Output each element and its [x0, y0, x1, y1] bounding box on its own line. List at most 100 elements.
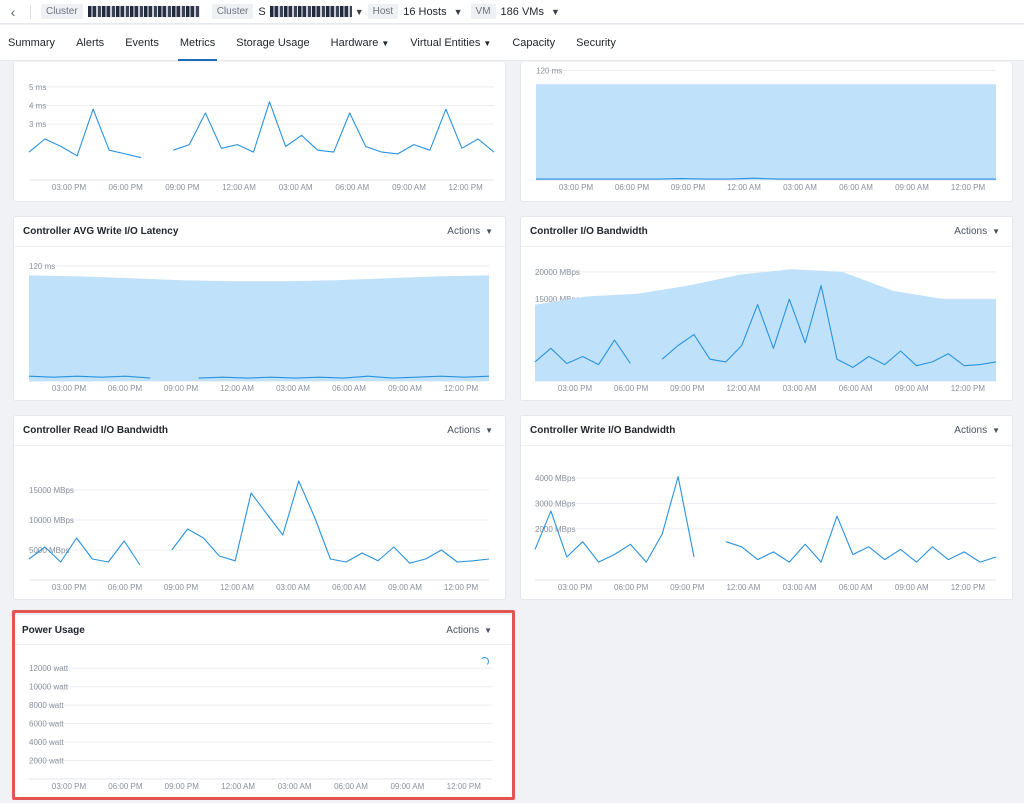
- cluster-label: Cluster: [41, 4, 83, 19]
- tab-metrics[interactable]: Metrics: [177, 25, 218, 61]
- x-tick-label: 03:00 PM: [559, 183, 594, 192]
- back-chevron-icon[interactable]: ‹: [10, 3, 16, 20]
- x-tick-label: 09:00 AM: [388, 583, 422, 592]
- x-tick-label: 06:00 AM: [334, 782, 368, 791]
- y-tick-label: 5 ms: [29, 83, 46, 92]
- x-tick-label: 03:00 PM: [52, 384, 87, 393]
- y-tick-label: 6000 watt: [29, 720, 64, 729]
- tab-summary[interactable]: Summary: [8, 25, 55, 61]
- chevron-down-icon: ▼: [550, 6, 560, 17]
- x-tick-label: 12:00 PM: [951, 384, 986, 393]
- cluster-selector-1[interactable]: Cluster: [41, 4, 200, 19]
- actions-dropdown[interactable]: Actions ▼: [447, 226, 493, 237]
- y-tick-label: 12000 watt: [29, 664, 69, 673]
- y-tick-label: 4 ms: [29, 102, 46, 111]
- x-tick-label: 03:00 PM: [558, 583, 593, 592]
- chevron-down-icon: ▼: [485, 227, 493, 236]
- tab-bar: Summary Alerts Events Metrics Storage Us…: [0, 25, 1024, 61]
- x-tick-label: 12:00 AM: [221, 782, 255, 791]
- actions-label: Actions: [954, 425, 988, 436]
- x-tick-label: 03:00 AM: [278, 782, 312, 791]
- x-tick-label: 12:00 AM: [220, 583, 254, 592]
- host-label: Host: [367, 4, 399, 19]
- y-tick-label: 8000 watt: [29, 701, 64, 710]
- actions-dropdown[interactable]: Actions ▼: [447, 425, 493, 436]
- x-tick-label: 03:00 AM: [783, 583, 817, 592]
- card-title: Controller Read I/O Bandwidth: [23, 425, 169, 436]
- x-tick-label: 06:00 AM: [335, 183, 369, 192]
- x-tick-label: 03:00 PM: [52, 583, 87, 592]
- x-tick-label: 12:00 AM: [727, 183, 761, 192]
- tab-virtual-entities[interactable]: Virtual Entities ▼: [410, 25, 491, 61]
- chevron-down-icon: ▼: [485, 426, 493, 435]
- x-tick-label: 06:00 PM: [109, 183, 144, 192]
- vm-selector[interactable]: VM 186 VMs ▼: [470, 4, 560, 19]
- card-header: Controller Read I/O Bandwidth Actions ▼: [14, 416, 505, 446]
- x-tick-label: 09:00 AM: [390, 782, 424, 791]
- chevron-down-icon: ▼: [992, 227, 1000, 236]
- chevron-down-icon: ▼: [483, 38, 492, 48]
- x-tick-label: 09:00 PM: [164, 384, 199, 393]
- actions-label: Actions: [954, 226, 988, 237]
- x-tick-label: 12:00 PM: [444, 583, 479, 592]
- y-tick-label: 10000 watt: [29, 683, 69, 692]
- metric-card-write-bandwidth: Controller Write I/O Bandwidth Actions ▼ …: [520, 415, 1013, 600]
- divider: [30, 4, 31, 19]
- write-bandwidth-chart: 4000 MBps 3000 MBps 2000 MBps 03:00 PM 06:00…: [534, 474, 997, 592]
- x-tick-label: 12:00 PM: [444, 384, 479, 393]
- tab-events[interactable]: Events: [125, 25, 159, 61]
- y-tick-label: 2000 MBps: [535, 525, 575, 534]
- host-selector[interactable]: Host 16 Hosts ▼: [367, 4, 463, 19]
- x-tick-label: 09:00 PM: [671, 183, 706, 192]
- card-title: Power Usage: [22, 625, 85, 636]
- tab-storage-usage[interactable]: Storage Usage: [236, 25, 309, 61]
- tab-label: Virtual Entities: [410, 36, 481, 49]
- cluster-selector-2[interactable]: Cluster S ▼: [211, 4, 364, 19]
- tab-security[interactable]: Security: [576, 25, 616, 61]
- x-tick-label: 03:00 AM: [783, 183, 817, 192]
- vm-label: VM: [470, 4, 496, 19]
- tab-label: Hardware: [330, 36, 379, 49]
- tab-label: Summary: [8, 36, 56, 49]
- x-tick-label: 03:00 AM: [276, 583, 310, 592]
- redacted-cluster-name: [87, 6, 200, 17]
- tab-label: Alerts: [76, 36, 105, 49]
- tab-capacity[interactable]: Capacity: [512, 25, 555, 61]
- metric-card-power-usage: Power Usage Actions ▼ 12000 watt 10000 wat…: [13, 614, 513, 799]
- y-tick-label: 120 ms: [29, 262, 55, 271]
- tab-label: Capacity: [512, 36, 556, 49]
- tab-alerts[interactable]: Alerts: [76, 25, 104, 61]
- actions-dropdown[interactable]: Actions ▼: [954, 425, 1000, 436]
- x-tick-label: 06:00 PM: [108, 583, 143, 592]
- actions-label: Actions: [447, 226, 481, 237]
- chevron-down-icon: ▼: [354, 6, 364, 17]
- band-area: [536, 84, 996, 180]
- tab-hardware[interactable]: Hardware ▼: [331, 25, 390, 61]
- x-tick-label: 12:00 PM: [447, 782, 482, 791]
- tab-label: Events: [125, 36, 159, 49]
- card-header: Power Usage Actions ▼: [14, 615, 512, 645]
- chevron-down-icon: ▼: [453, 6, 463, 17]
- actions-label: Actions: [447, 425, 481, 436]
- y-tick-label: 120 ms: [536, 67, 562, 76]
- chevron-down-icon: ▼: [381, 38, 390, 48]
- series-line: [534, 476, 997, 563]
- x-tick-label: 03:00 PM: [558, 384, 593, 393]
- y-tick-label: 3000 MBps: [535, 499, 575, 508]
- x-tick-label: 09:00 AM: [895, 583, 929, 592]
- y-tick-label: 4000 watt: [29, 738, 64, 747]
- chevron-down-icon: ▼: [992, 426, 1000, 435]
- tab-label: Metrics: [179, 36, 216, 49]
- actions-dropdown[interactable]: Actions ▼: [954, 226, 1000, 237]
- card-title: Controller AVG Write I/O Latency: [23, 226, 179, 237]
- series-line: [28, 480, 490, 566]
- tab-label: Security: [576, 36, 616, 49]
- actions-dropdown[interactable]: Actions ▼: [446, 625, 492, 636]
- x-tick-label: 03:00 AM: [279, 183, 313, 192]
- x-tick-label: 09:00 AM: [392, 183, 426, 192]
- card-header: Controller AVG Write I/O Latency Actions…: [14, 217, 505, 247]
- cluster2-value: S: [258, 5, 266, 18]
- series-line: [534, 284, 997, 368]
